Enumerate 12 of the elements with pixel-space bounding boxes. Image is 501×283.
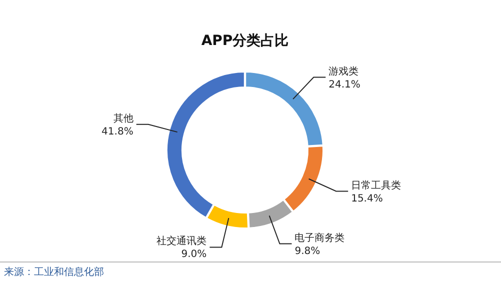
data-label: 41.8% — [102, 126, 134, 138]
chart-title: APP分类占比 — [201, 33, 289, 49]
slice-label: 其他 — [113, 112, 134, 124]
source-note: 来源：工业和信息化部 — [4, 266, 104, 278]
slice-label: 日常工具类 — [351, 179, 402, 192]
data-label: 9.0% — [181, 249, 207, 260]
slice-label: 电子商务类 — [294, 232, 345, 244]
data-label: 24.1% — [328, 79, 360, 90]
slice-label: 游戏类 — [328, 65, 359, 78]
data-label: 9.8% — [294, 246, 320, 257]
slice-label: 社交通讯类 — [156, 235, 207, 248]
data-label: 15.4% — [351, 193, 383, 204]
